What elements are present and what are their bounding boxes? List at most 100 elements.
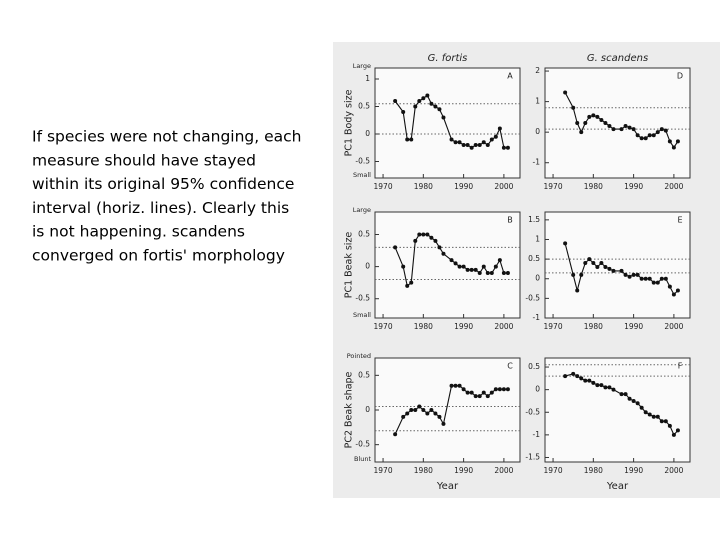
data-point	[457, 383, 462, 388]
panel-label: C	[507, 362, 513, 371]
data-point	[655, 280, 660, 285]
data-point	[619, 268, 624, 273]
data-point	[623, 124, 628, 129]
data-point	[623, 272, 628, 277]
y-axis-label: PC1 Body size	[344, 89, 355, 156]
data-point	[611, 387, 616, 392]
y-tick-label: 0	[535, 127, 540, 136]
data-point	[469, 145, 474, 150]
data-point	[425, 93, 430, 98]
x-tick-label: 1990	[624, 322, 643, 331]
data-point	[457, 264, 462, 269]
data-point	[433, 104, 438, 109]
data-point	[489, 390, 494, 395]
x-tick-label: 1980	[414, 322, 433, 331]
data-point	[473, 143, 478, 147]
x-tick-label: 1970	[544, 322, 563, 331]
x-tick-label: 1980	[584, 322, 603, 331]
data-point	[425, 232, 430, 237]
data-point	[623, 392, 628, 397]
x-axis-label: Year	[606, 481, 629, 492]
data-point	[667, 423, 672, 428]
y-tick-label: 0.5	[528, 362, 540, 371]
data-point	[647, 133, 652, 138]
data-point	[651, 414, 656, 419]
data-point	[421, 96, 426, 101]
plot-area	[544, 357, 691, 463]
y-tick-label: 2	[535, 66, 540, 75]
data-point	[575, 121, 580, 125]
data-point	[461, 387, 466, 392]
data-point	[571, 371, 576, 376]
panel-label: B	[507, 216, 513, 225]
data-point	[603, 121, 608, 125]
data-point	[635, 272, 640, 277]
y-tick-label: 0.5	[358, 229, 370, 238]
y-axis-label: PC2 Beak shape	[344, 371, 355, 448]
y-tick-label: 0	[365, 262, 370, 271]
data-point	[417, 404, 422, 409]
data-point	[579, 130, 584, 135]
data-point	[489, 137, 494, 142]
data-point	[413, 408, 418, 412]
slide-text-line: measure should have stayed	[32, 151, 256, 169]
data-point	[493, 387, 498, 392]
data-point	[603, 385, 608, 390]
data-point	[497, 258, 502, 263]
data-point	[627, 274, 632, 279]
y-tick-label: 0	[535, 274, 540, 283]
data-point	[409, 137, 414, 142]
data-point	[441, 115, 446, 120]
data-point	[453, 261, 458, 266]
data-point	[587, 114, 592, 119]
data-point	[453, 140, 458, 145]
data-point	[405, 283, 410, 288]
data-point	[671, 292, 676, 297]
data-point	[421, 408, 426, 412]
x-tick-label: 2000	[494, 182, 513, 191]
x-tick-label: 1970	[374, 466, 393, 475]
top-label: Large	[353, 206, 371, 214]
data-point	[563, 374, 568, 379]
data-point	[457, 140, 462, 145]
panel-label: D	[677, 72, 683, 81]
data-point	[505, 387, 510, 392]
data-point	[505, 145, 510, 150]
x-tick-label: 1990	[454, 182, 473, 191]
data-point	[433, 238, 438, 243]
data-point	[675, 288, 680, 293]
data-point	[461, 264, 466, 269]
x-tick-label: 1970	[544, 466, 563, 475]
data-point	[413, 104, 418, 109]
slide-text-line: is not happening. scandens	[32, 223, 245, 241]
data-point	[587, 257, 592, 262]
data-point	[659, 127, 664, 132]
data-point	[485, 394, 490, 399]
data-point	[671, 432, 676, 437]
data-point	[437, 245, 442, 250]
plot-area	[374, 67, 521, 179]
x-tick-label: 1990	[624, 182, 643, 191]
data-point	[655, 414, 660, 419]
data-point	[599, 383, 604, 388]
y-tick-label: -0.5	[355, 157, 370, 166]
data-point	[591, 261, 596, 266]
data-point	[481, 264, 486, 269]
data-point	[453, 383, 458, 388]
data-point	[643, 410, 648, 415]
data-point	[639, 405, 644, 410]
y-tick-label: 1	[365, 74, 370, 83]
data-point	[607, 124, 612, 129]
data-point	[409, 408, 414, 412]
data-point	[433, 411, 438, 416]
data-point	[481, 390, 486, 395]
data-point	[429, 235, 434, 240]
y-tick-label: 0.5	[358, 370, 370, 379]
data-point	[449, 383, 454, 388]
data-point	[655, 130, 660, 135]
data-point	[663, 128, 668, 133]
panel-label: E	[677, 216, 682, 225]
data-point	[635, 401, 640, 406]
data-point	[563, 241, 568, 246]
